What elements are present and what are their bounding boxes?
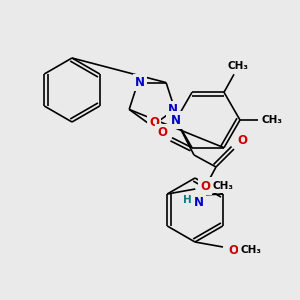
Text: O: O: [228, 244, 238, 256]
Text: N: N: [171, 113, 181, 127]
Text: O: O: [149, 116, 159, 130]
Text: CH₃: CH₃: [213, 181, 234, 191]
Text: N: N: [168, 103, 178, 116]
Text: H: H: [183, 195, 191, 205]
Text: O: O: [237, 134, 247, 148]
Text: CH₃: CH₃: [241, 245, 262, 255]
Text: N: N: [194, 196, 204, 209]
Text: O: O: [157, 126, 167, 139]
Text: CH₃: CH₃: [227, 61, 248, 71]
Text: CH₃: CH₃: [262, 115, 283, 125]
Text: O: O: [200, 179, 210, 193]
Text: N: N: [135, 76, 145, 89]
